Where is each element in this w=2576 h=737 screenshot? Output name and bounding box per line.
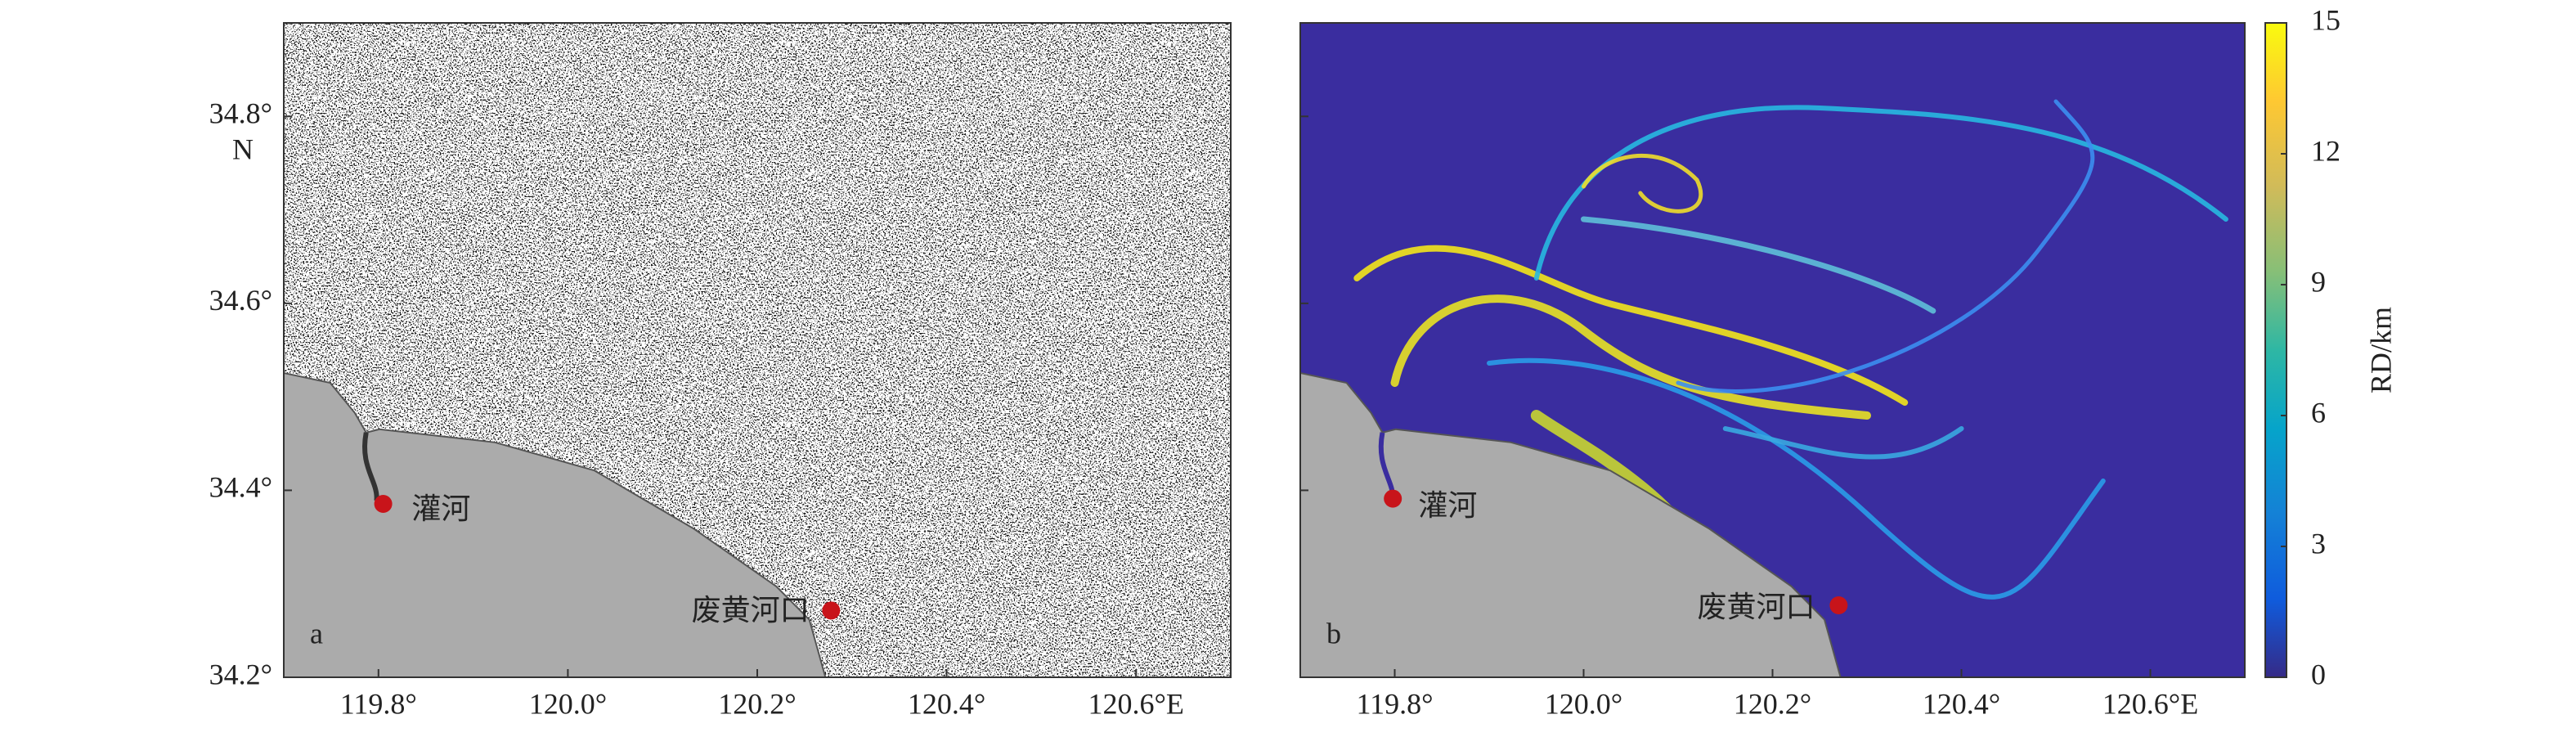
colorbar-tick-label: 15 [2311,3,2340,36]
colorbar-tick-label: 12 [2311,134,2340,167]
x-tick-label: 120.4° [1923,687,2000,720]
map-panel [284,23,1231,677]
place-label: 灌河 [411,492,470,526]
land [1300,371,1842,677]
x-tick-label: 120.2° [718,687,796,720]
filament [1582,153,1703,213]
x-tick-label: 120.0° [529,687,607,720]
panel-label: b [1326,617,1341,649]
x-tick-label: 119.8° [340,687,417,720]
place-label: 废黄河口 [1697,591,1815,624]
x-tick-label: 120.6°E [2103,687,2198,720]
x-tick-label: 119.8° [1356,687,1433,720]
land [284,371,827,677]
place-marker [1829,596,1848,614]
x-tick-label: 120.6°E [1088,687,1184,720]
filament [1676,99,2095,393]
place-label: 废黄河口 [692,594,810,627]
x-tick-label: 120.2° [1734,687,1811,720]
filament [1722,426,1964,460]
filament [1581,216,1936,314]
x-tick-label: 120.4° [908,687,985,720]
y-tick-label: 34.4° [209,471,272,504]
map-panel [1300,23,2245,677]
colorbar [2264,22,2287,678]
river [362,432,379,501]
place-marker [374,495,393,513]
filament [1487,357,2106,600]
place-marker [1384,489,1402,508]
colorbar-tick-label: 3 [2311,527,2326,559]
y-axis-label: N [232,133,254,166]
filament [1353,245,1909,406]
place-marker [822,601,841,620]
y-tick-label: 34.6° [209,284,272,317]
colorbar-label: RD/km [2364,307,2397,393]
colorbar-tick-label: 0 [2311,658,2326,690]
filament [1390,294,1871,420]
colorbar-tick-label: 6 [2311,396,2326,429]
y-tick-label: 34.2° [209,658,272,690]
place-label: 灌河 [1418,489,1477,523]
y-tick-label: 34.8° [209,97,272,130]
colorbar-tick-label: 9 [2311,265,2326,298]
x-tick-label: 120.0° [1545,687,1622,720]
panel-label: a [310,617,323,649]
